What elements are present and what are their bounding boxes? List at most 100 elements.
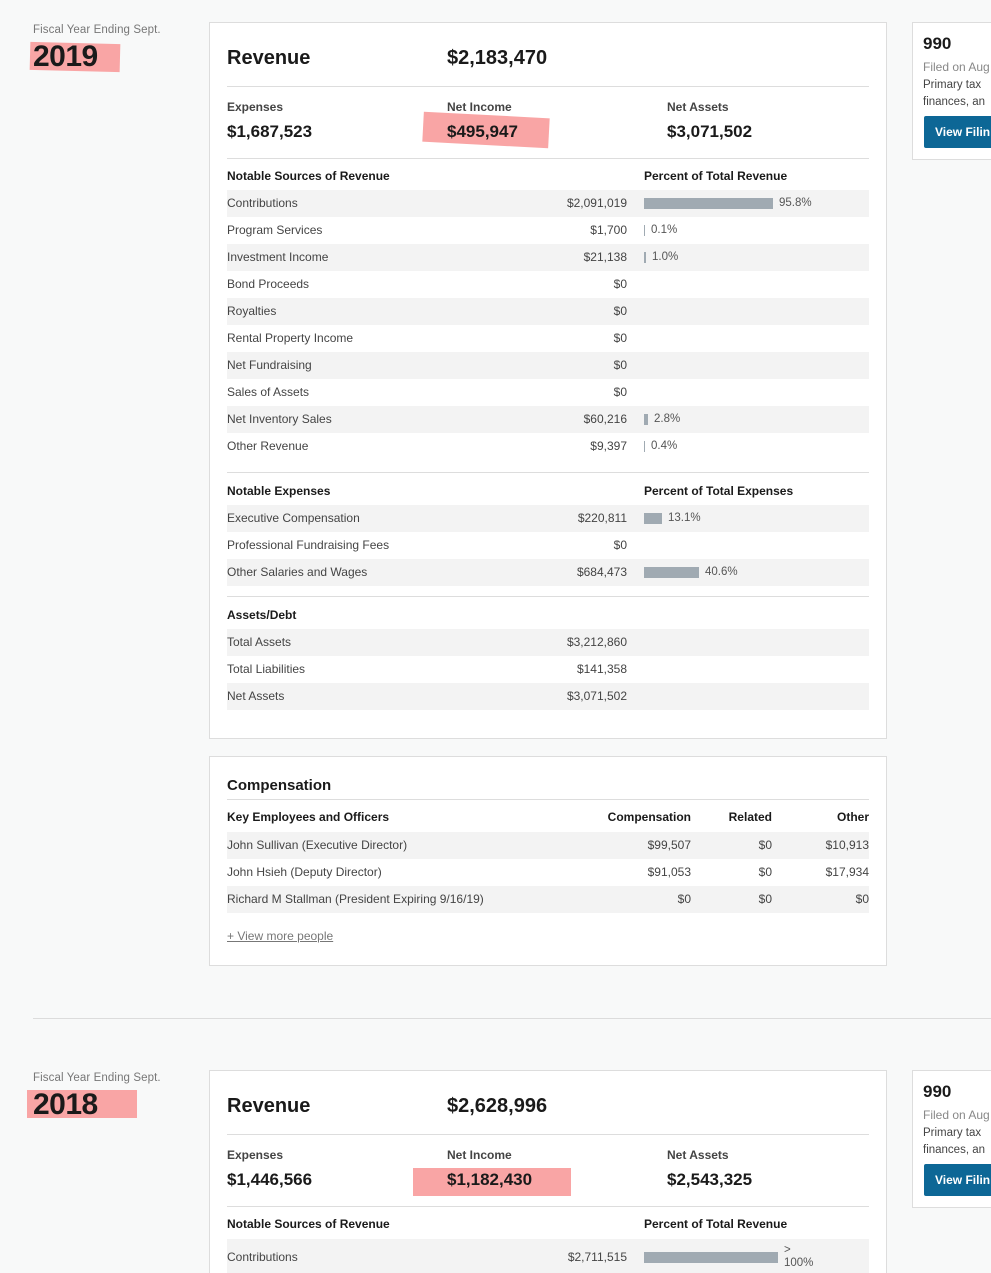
net-income-stat: Net Income $495,947 bbox=[447, 100, 518, 142]
revenue-label: Revenue bbox=[227, 1095, 311, 1117]
row-name: Contributions bbox=[227, 1250, 298, 1264]
compensation-row: John Sullivan (Executive Director) $99,50… bbox=[227, 832, 869, 859]
row-name: Rental Property Income bbox=[227, 331, 354, 345]
view-more-people-link[interactable]: + View more people bbox=[227, 929, 334, 943]
row-name: Other Revenue bbox=[227, 439, 309, 453]
row-amount: $0 bbox=[613, 304, 627, 318]
pct-value: 100% bbox=[784, 1257, 814, 1269]
expenses-stat: Expenses $1,446,566 bbox=[227, 1148, 312, 1190]
bar-fill bbox=[644, 441, 645, 452]
expenses-title: Notable Expenses bbox=[227, 484, 331, 498]
divider bbox=[227, 472, 869, 473]
compensation-card: Compensation Key Employees and Officers … bbox=[209, 756, 887, 966]
description-line: finances, an bbox=[923, 96, 986, 108]
row-percent: > 100% bbox=[784, 1244, 813, 1270]
bar-fill bbox=[644, 1251, 778, 1263]
description-line: finances, an bbox=[923, 1144, 986, 1156]
row-amount: $0 bbox=[613, 538, 627, 552]
compensation-table-header: Key Employees and Officers Compensation … bbox=[227, 810, 869, 830]
net-income-label: Net Income bbox=[447, 1148, 512, 1162]
assets-title: Assets/Debt bbox=[227, 608, 297, 622]
row-name: Professional Fundraising Fees bbox=[227, 538, 390, 552]
net-income-value: $495,947 bbox=[447, 122, 518, 141]
percent-bar: 13.1% bbox=[644, 505, 701, 532]
net-assets-stat: Net Assets $2,543,325 bbox=[667, 1148, 752, 1190]
assets-header: Assets/Debt bbox=[227, 608, 869, 628]
table-row: Net Assets $3,071,502 bbox=[227, 683, 869, 710]
expenses-label: Expenses bbox=[227, 1148, 284, 1162]
expenses-label: Expenses bbox=[227, 100, 284, 114]
col-other: Other bbox=[836, 810, 869, 824]
col-compensation: Compensation bbox=[607, 810, 691, 824]
row-percent: 1.0% bbox=[652, 251, 679, 263]
fiscal-year-label: Fiscal Year Ending Sept. bbox=[33, 24, 161, 36]
person-name: John Sullivan (Executive Director) bbox=[227, 838, 408, 852]
filing-card: 990 Filed on Aug Primary tax finances, a… bbox=[912, 22, 991, 160]
filing-card: 990 Filed on Aug Primary tax finances, a… bbox=[912, 1070, 991, 1208]
revenue-value: $2,183,470 bbox=[447, 47, 548, 69]
row-name: Sales of Assets bbox=[227, 385, 310, 399]
percent-revenue-title: Percent of Total Revenue bbox=[644, 1217, 788, 1231]
bar-fill bbox=[644, 198, 773, 209]
divider bbox=[227, 799, 869, 800]
year-number: 2019 bbox=[33, 40, 98, 73]
divider bbox=[227, 596, 869, 597]
divider bbox=[227, 1206, 869, 1207]
row-percent: 95.8% bbox=[779, 197, 812, 209]
compensation-row: Richard M Stallman (President Expiring 9… bbox=[227, 886, 869, 913]
percent-revenue-title: Percent of Total Revenue bbox=[644, 169, 788, 183]
row-name: Investment Income bbox=[227, 250, 329, 264]
row-amount: $1,700 bbox=[590, 223, 627, 237]
compensation-row: John Hsieh (Deputy Director) $91,053 $0 $17… bbox=[227, 859, 869, 886]
bar-fill bbox=[644, 513, 662, 524]
row-percent: 13.1% bbox=[668, 512, 701, 524]
net-income-highlight bbox=[413, 1168, 571, 1196]
description-line: Primary tax bbox=[923, 79, 982, 91]
percent-bar: 0.4% bbox=[644, 433, 677, 460]
col-related: Related bbox=[728, 810, 772, 824]
percent-expenses-title: Percent of Total Expenses bbox=[644, 484, 794, 498]
table-row: Investment Income $21,138 1.0% bbox=[227, 244, 869, 271]
filing-description: Primary tax finances, an bbox=[923, 77, 985, 111]
year-divider bbox=[33, 1018, 991, 1019]
row-name: Net Inventory Sales bbox=[227, 412, 332, 426]
fiscal-year-label: Fiscal Year Ending Sept. bbox=[33, 1072, 161, 1084]
person-other: $17,934 bbox=[825, 865, 869, 879]
person-name: Richard M Stallman (President Expiring 9… bbox=[227, 892, 484, 906]
row-amount: $684,473 bbox=[576, 565, 627, 579]
net-income-stat: Net Income $1,182,430 bbox=[447, 1148, 532, 1190]
person-related: $0 bbox=[758, 838, 772, 852]
row-name: Other Salaries and Wages bbox=[227, 565, 368, 579]
row-amount: $21,138 bbox=[583, 250, 627, 264]
row-amount: $3,071,502 bbox=[566, 689, 627, 703]
table-row: Program Services $1,700 0.1% bbox=[227, 217, 869, 244]
divider bbox=[227, 1134, 869, 1135]
row-percent: 0.1% bbox=[651, 224, 678, 236]
percent-bar: 0.1% bbox=[644, 217, 677, 244]
expenses-value: $1,687,523 bbox=[227, 122, 313, 141]
row-name: Total Assets bbox=[227, 635, 292, 649]
view-filing-button[interactable]: View Filin bbox=[924, 1164, 991, 1196]
person-other: $10,913 bbox=[825, 838, 869, 852]
table-row: Total Assets $3,212,860 bbox=[227, 629, 869, 656]
pct-prefix: > bbox=[784, 1244, 791, 1256]
filed-date: Filed on Aug bbox=[923, 60, 990, 74]
table-row: Net Fundraising $0 bbox=[227, 352, 869, 379]
row-name: Contributions bbox=[227, 196, 298, 210]
table-row: Contributions $2,711,515 > 100% bbox=[227, 1239, 869, 1273]
table-row: Sales of Assets $0 bbox=[227, 379, 869, 406]
view-filing-button[interactable]: View Filin bbox=[924, 116, 991, 148]
row-name: Royalties bbox=[227, 304, 277, 318]
row-amount: $9,397 bbox=[590, 439, 627, 453]
row-amount: $220,811 bbox=[577, 511, 627, 525]
net-assets-value: $3,071,502 bbox=[667, 122, 753, 141]
percent-bar: 1.0% bbox=[644, 244, 678, 271]
percent-bar: 2.8% bbox=[644, 406, 680, 433]
bar-fill bbox=[644, 225, 645, 236]
row-name: Total Liabilities bbox=[227, 662, 306, 676]
table-row: Rental Property Income $0 bbox=[227, 325, 869, 352]
row-amount: $3,212,860 bbox=[566, 635, 627, 649]
table-row: Bond Proceeds $0 bbox=[227, 271, 869, 298]
net-income-value: $1,182,430 bbox=[447, 1170, 533, 1189]
row-name: Net Assets bbox=[227, 689, 285, 703]
